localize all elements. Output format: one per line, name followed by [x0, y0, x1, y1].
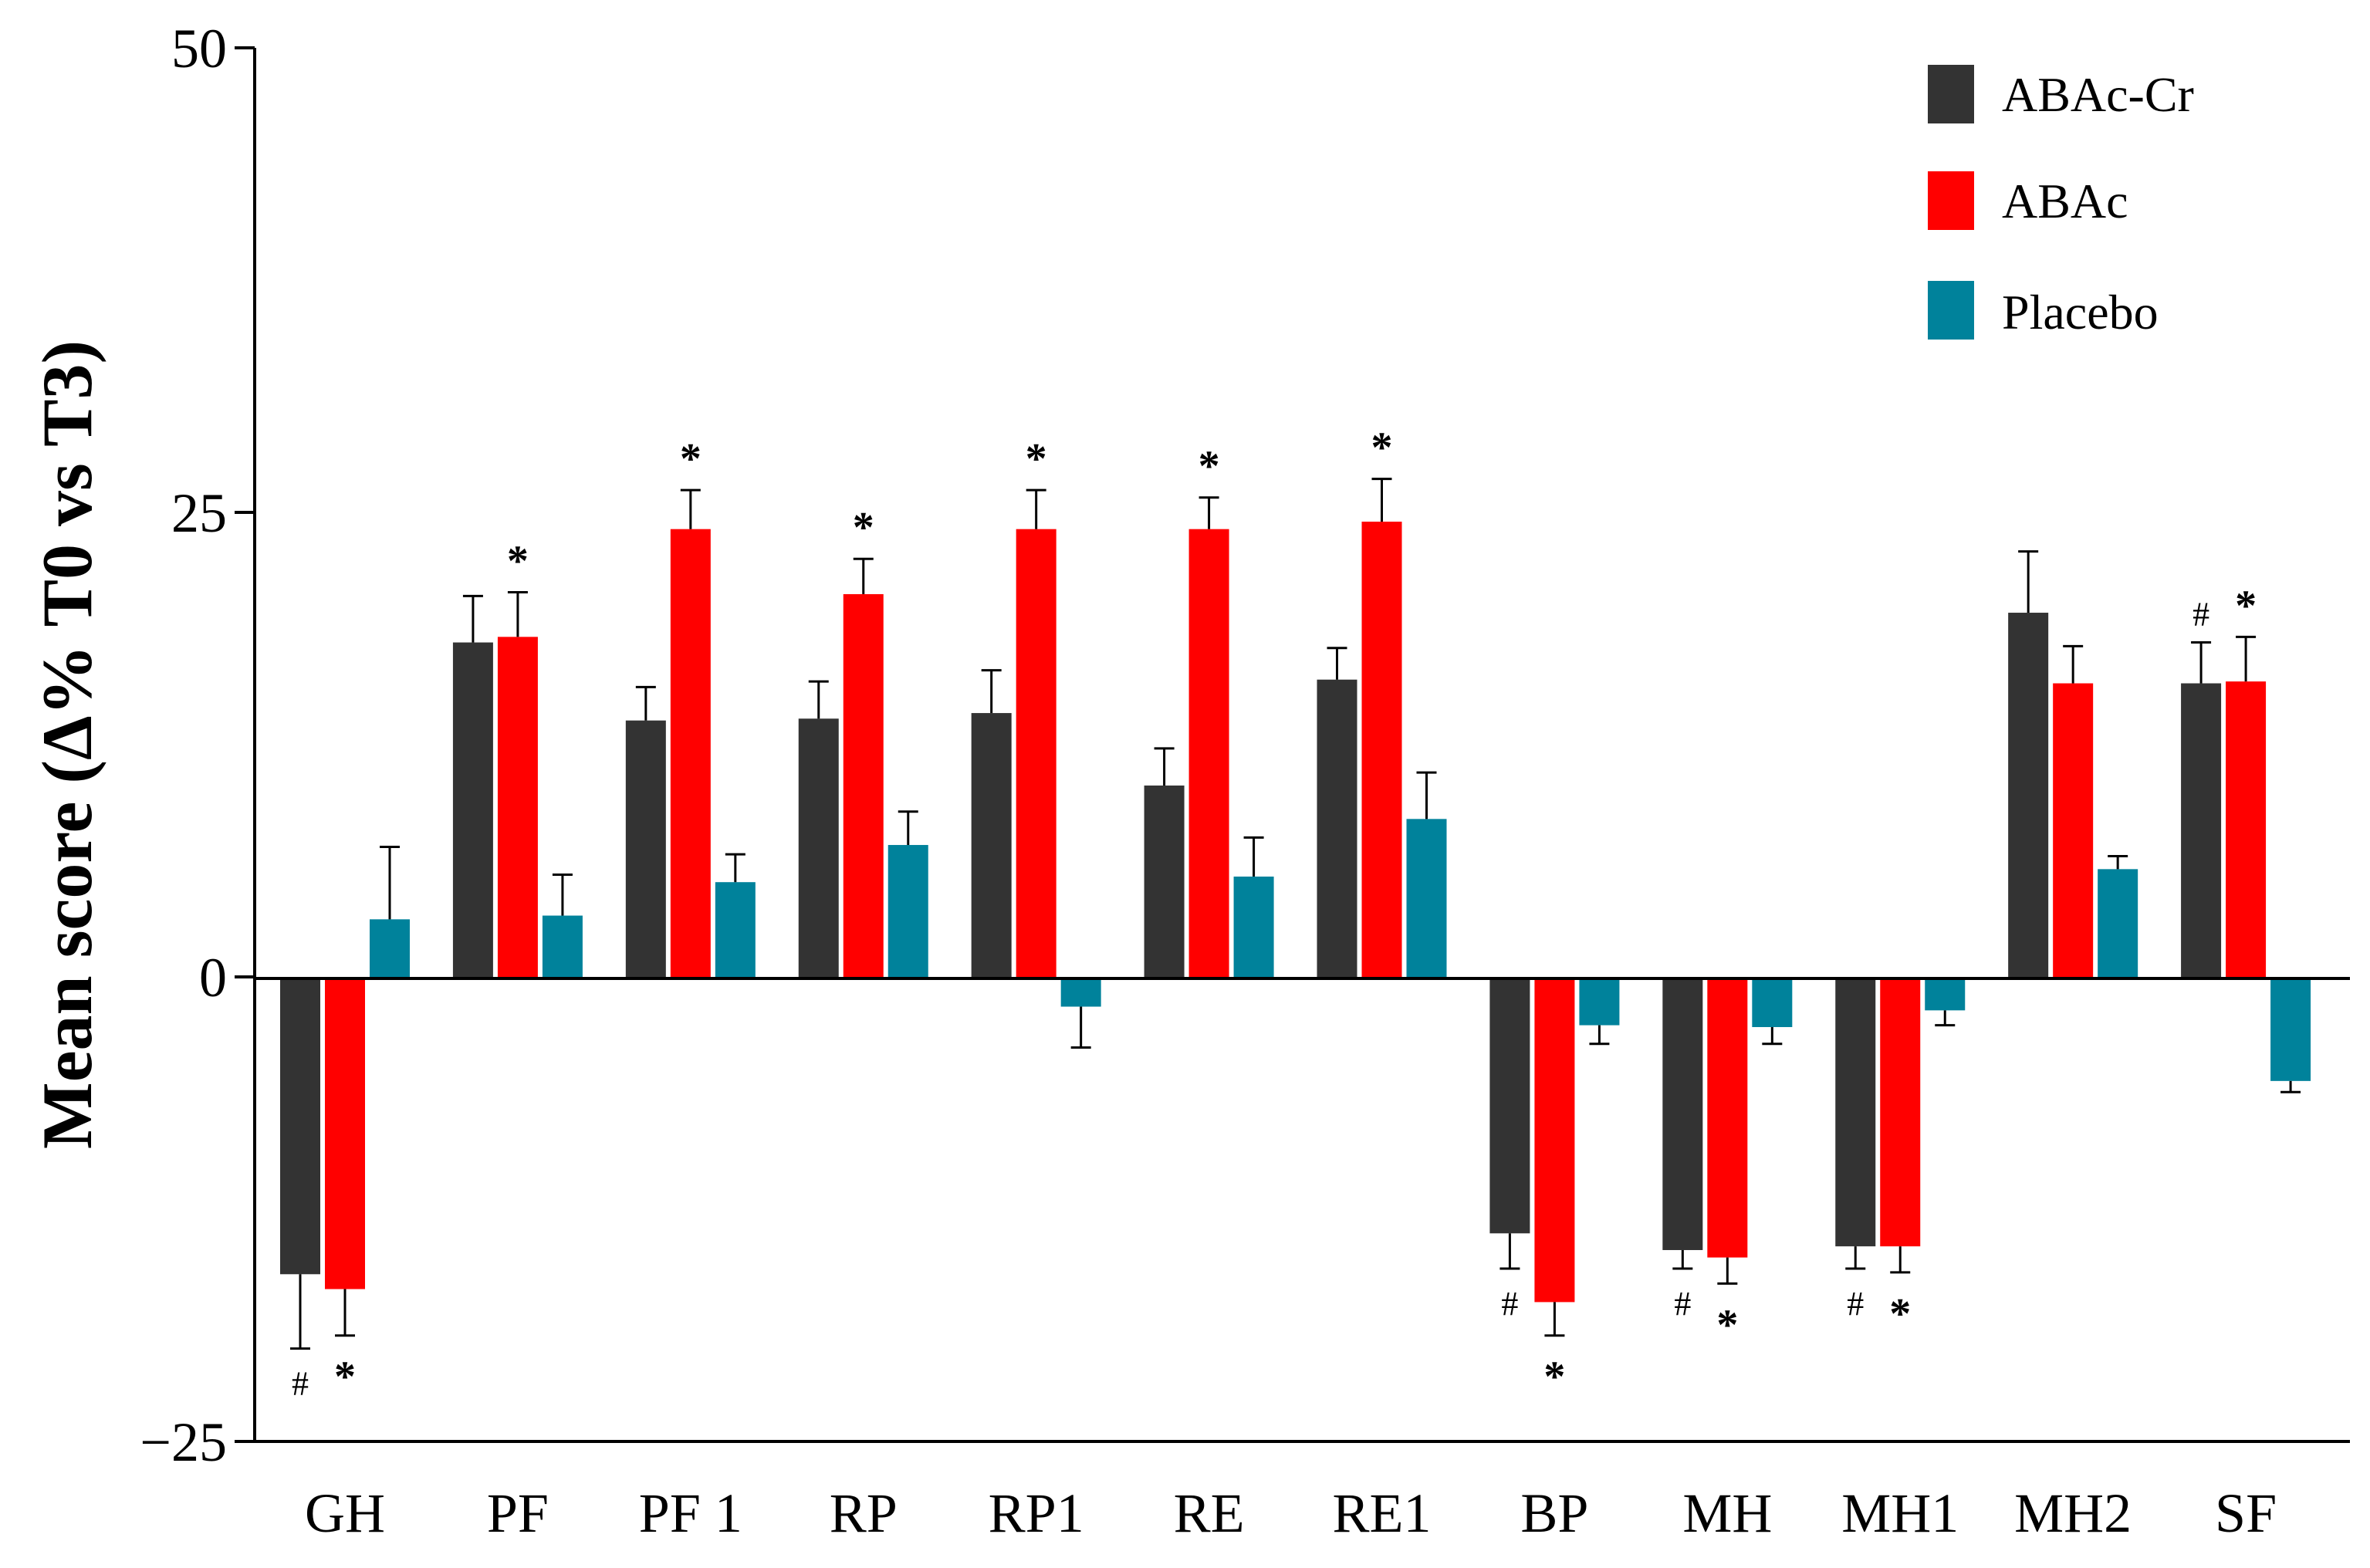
significance-star: * — [1199, 443, 1220, 491]
bar-abac — [1016, 529, 1057, 977]
bar-placebo — [2098, 869, 2138, 977]
significance-star: * — [853, 504, 874, 552]
significance-hash: # — [1501, 1285, 1518, 1323]
x-tick-label: RP — [830, 1482, 898, 1544]
bar-placebo — [715, 882, 756, 977]
significance-star: * — [2235, 582, 2257, 630]
x-tick-label: PF — [487, 1482, 549, 1544]
y-axis: −25 0 25 50 — [140, 18, 256, 1473]
x-tick-label: RE1 — [1332, 1482, 1431, 1544]
significance-star: * — [1371, 424, 1393, 472]
bar-abac-cr — [452, 642, 493, 977]
bar-placebo — [1233, 876, 1274, 977]
bar-abac-cr — [2181, 683, 2222, 977]
bar-abac — [1707, 977, 1748, 1258]
x-tick-label: SF — [2215, 1482, 2277, 1544]
bar-abac-cr — [1144, 785, 1185, 977]
significance-star: * — [334, 1353, 356, 1401]
significance-hash: # — [1674, 1285, 1691, 1323]
legend-swatch-placebo — [1928, 281, 1974, 340]
significance-star: * — [1543, 1353, 1565, 1401]
y-tick-label: 50 — [171, 18, 227, 79]
bar-abac — [325, 977, 365, 1289]
x-tick-label: RP1 — [989, 1482, 1084, 1544]
y-tick-label: −25 — [140, 1411, 227, 1473]
legend-swatch-abac — [1928, 171, 1974, 230]
bar-abac-cr — [798, 718, 839, 977]
bar-abac — [497, 637, 538, 977]
bar-abac — [1361, 522, 1402, 977]
bar-abac — [1188, 529, 1229, 977]
x-tick-label: MH1 — [1841, 1482, 1959, 1544]
y-tick-label: 0 — [199, 947, 227, 1009]
x-tick-labels: GH PF PF 1 RP RP1 RE RE1 BP MH MH1 MH2 SF — [305, 1482, 2277, 1544]
x-axis: GH PF PF 1 RP RP1 RE RE1 BP MH MH1 MH2 SF — [255, 977, 2350, 1544]
bar-abac — [2226, 681, 2267, 977]
x-tick-label: GH — [305, 1482, 385, 1544]
significance-star: * — [507, 538, 529, 586]
x-tick-label: MH2 — [2014, 1482, 2132, 1544]
legend-label-abac-cr: ABAc-Cr — [2002, 67, 2194, 122]
bar-abac — [670, 529, 711, 977]
x-tick-label: MH — [1682, 1482, 1772, 1544]
bar-placebo — [370, 919, 410, 977]
bar-placebo — [1752, 977, 1793, 1028]
bar-abac-cr — [280, 977, 320, 1275]
significance-hash: # — [292, 1365, 309, 1403]
x-tick-label: PF 1 — [639, 1482, 742, 1544]
plot-area: # * * * * * * * # * # * # * # * — [280, 424, 2311, 1403]
bar-abac-cr — [971, 713, 1012, 977]
bar-abac-cr — [1317, 679, 1357, 977]
bar-abac-cr — [625, 720, 666, 977]
x-tick-label: BP — [1520, 1482, 1588, 1544]
bar-abac-cr — [1489, 977, 1530, 1234]
bar-placebo — [1925, 977, 1966, 1011]
legend-label-placebo: Placebo — [2002, 285, 2159, 340]
significance-hash: # — [2193, 596, 2209, 634]
significance-star: * — [1026, 435, 1047, 483]
significance-star: * — [1889, 1290, 1911, 1338]
bar-placebo — [887, 845, 928, 977]
significance-star: * — [680, 435, 702, 483]
legend-label-abac: ABAc — [2002, 174, 2128, 228]
bar-abac — [2053, 683, 2094, 977]
significance-star: * — [1716, 1301, 1738, 1349]
bar-abac — [1880, 977, 1921, 1247]
bar-abac-cr — [1835, 977, 1876, 1247]
y-axis-label: Mean score (Δ% T0 vs T3) — [28, 340, 106, 1149]
bar-placebo — [1579, 977, 1620, 1026]
significance-hash: # — [1847, 1285, 1864, 1323]
y-tick-label: 25 — [171, 482, 227, 544]
y-ticks: −25 0 25 50 — [140, 18, 255, 1473]
bar-placebo — [542, 915, 583, 977]
legend: ABAc-Cr ABAc Placebo — [1928, 65, 2194, 340]
bar-abac — [843, 593, 884, 977]
legend-swatch-abac-cr — [1928, 65, 1974, 123]
bar-abac-cr — [2008, 613, 2049, 977]
bar-abac — [1534, 977, 1575, 1303]
bar-placebo — [1406, 819, 1447, 977]
bar-placebo — [1060, 977, 1101, 1007]
x-tick-label: RE — [1174, 1482, 1245, 1544]
bar-placebo — [2270, 977, 2311, 1081]
bar-abac-cr — [1662, 977, 1703, 1250]
